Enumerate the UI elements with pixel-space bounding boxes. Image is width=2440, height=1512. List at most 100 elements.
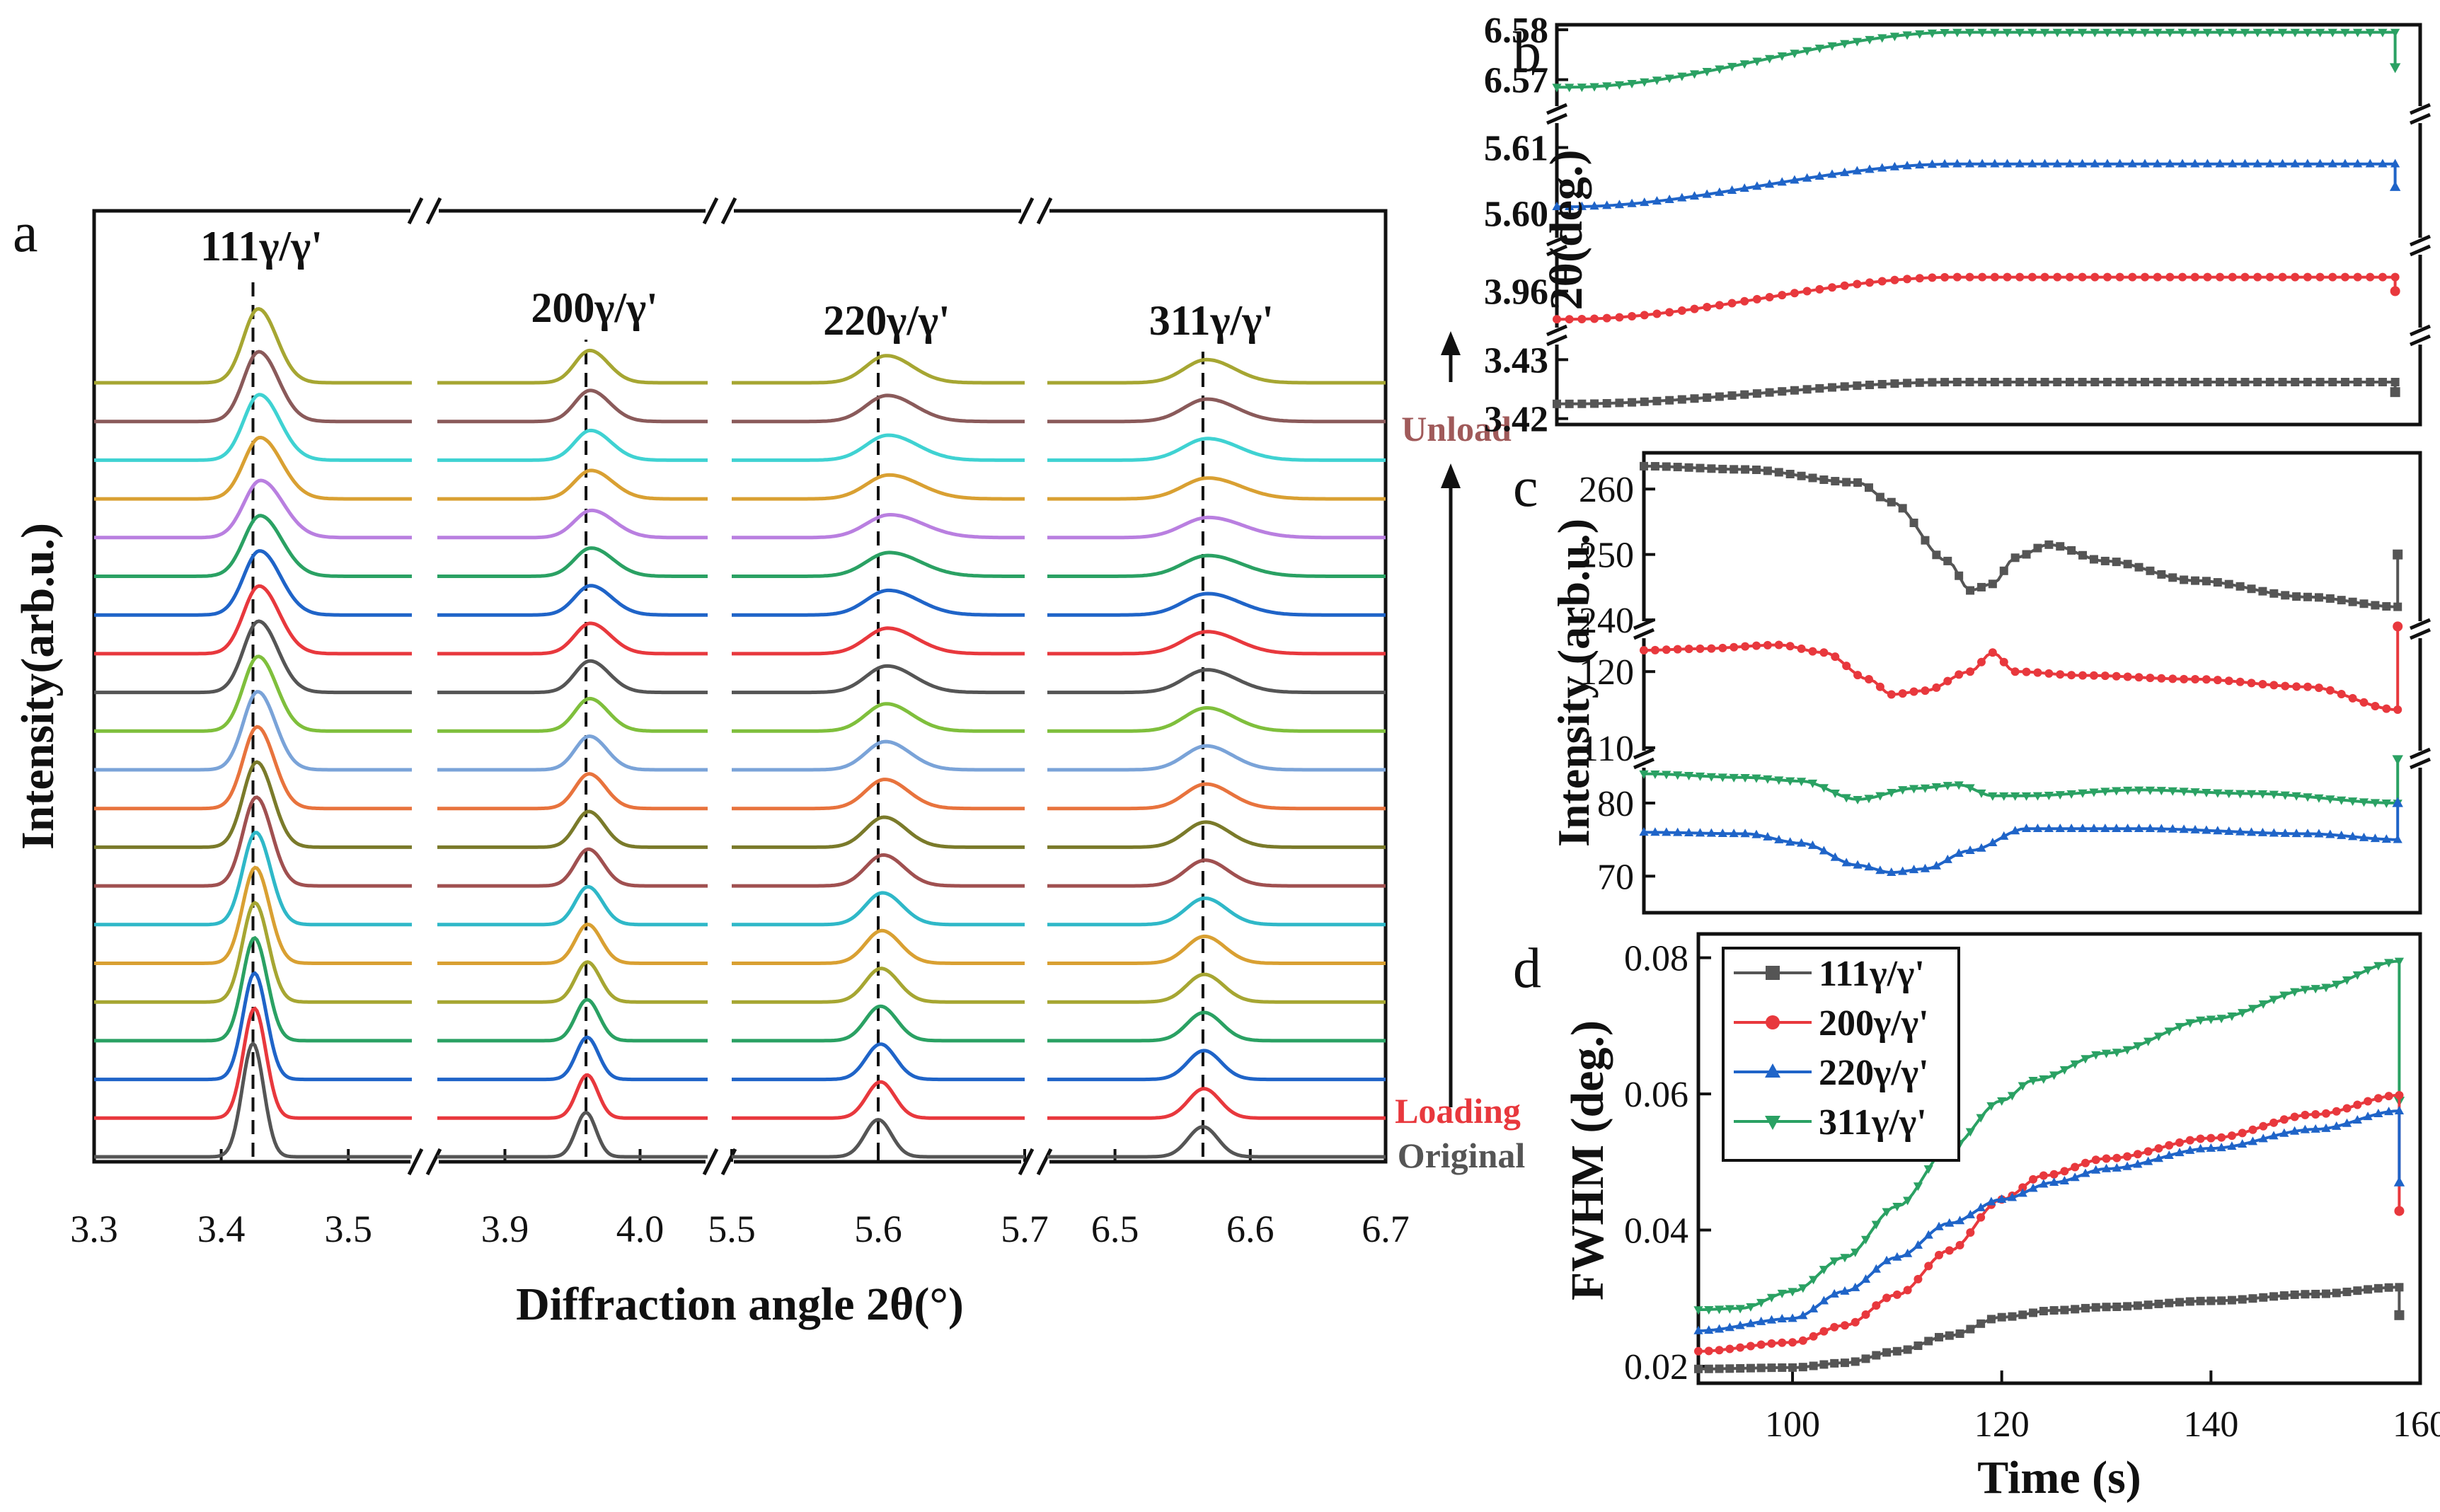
y-tick-label: 3.43 <box>1484 340 1548 381</box>
x-tick-label: 3.4 <box>197 1208 246 1250</box>
diffraction-trace <box>732 739 1025 772</box>
panel-a: 3.3 3.4 3.5 111γ/γ' 3.9 4.0 200γ/γ' 5.5 5.6 5.7 22… <box>12 197 1525 1330</box>
diffraction-trace <box>732 702 1025 733</box>
diffraction-trace <box>437 847 708 888</box>
diffraction-trace <box>94 1041 412 1159</box>
panel-label: a <box>13 202 38 264</box>
y-axis-break <box>2410 618 2431 630</box>
y-axis-break <box>2410 757 2431 770</box>
diffraction-trace <box>732 1004 1025 1043</box>
diffraction-trace <box>1047 1049 1386 1082</box>
diffraction-trace <box>732 1080 1025 1120</box>
y-tick-label: 0.08 <box>1624 939 1688 979</box>
x-tick-label: 3.9 <box>481 1208 529 1250</box>
y-axis-label: 2θ(deg.) <box>1541 150 1592 311</box>
diffraction-trace <box>437 734 708 772</box>
diffraction-trace <box>1047 515 1386 540</box>
diffraction-trace <box>94 584 412 656</box>
axis-break-3 <box>1018 197 1035 225</box>
y-axis-label: Intensity (arb.u.) <box>1548 519 1599 847</box>
diffraction-trace <box>94 971 412 1082</box>
x-axis-label: Time (s) <box>1977 1452 2141 1504</box>
diffraction-trace <box>94 393 412 462</box>
y-axis-break <box>1633 747 1655 760</box>
legend-label: 220γ/γ' <box>1819 1053 1929 1093</box>
y-tick-label: 0.04 <box>1624 1211 1688 1252</box>
diffraction-trace <box>1047 476 1386 501</box>
diffraction-trace <box>94 831 412 927</box>
diffraction-trace <box>1047 820 1386 849</box>
series-0 <box>1693 957 2405 1315</box>
diffraction-trace <box>1047 591 1386 617</box>
diffraction-trace <box>1047 1087 1386 1120</box>
end-point <box>2392 755 2403 766</box>
peak-label: 311γ/γ' <box>1149 297 1274 344</box>
series-line <box>1644 759 2400 805</box>
y-tick-label: 110 <box>1580 729 1634 769</box>
series-0 <box>1552 28 2401 93</box>
unload-arrow-head <box>1441 331 1461 355</box>
end-point <box>2394 1206 2405 1216</box>
diffraction-trace <box>437 884 708 927</box>
diffraction-trace <box>732 664 1025 695</box>
diffraction-trace <box>1047 553 1386 578</box>
diffraction-trace <box>437 584 708 617</box>
axis-break-3 <box>1036 197 1053 225</box>
y-axis-break <box>1633 628 1655 640</box>
diffraction-trace <box>437 809 708 849</box>
y-tick-label: 260 <box>1579 470 1634 510</box>
diffraction-trace <box>1047 397 1386 424</box>
y-axis-break <box>1546 234 1567 247</box>
series-3 <box>1694 1283 2405 1373</box>
end-point <box>2389 63 2401 74</box>
axis-break-1 <box>425 1148 442 1176</box>
diffraction-trace <box>437 922 708 965</box>
series-3 <box>1639 797 2403 876</box>
peak-label: 111γ/γ' <box>200 223 323 270</box>
legend-label: 200γ/γ' <box>1819 1003 1929 1044</box>
diffraction-trace <box>1047 934 1386 965</box>
panel-label: d <box>1513 937 1541 1000</box>
series-line <box>1557 275 2397 321</box>
legend-marker <box>1765 1063 1780 1078</box>
diffraction-trace <box>732 393 1025 424</box>
y-tick-label: 6.58 <box>1484 11 1548 51</box>
diffraction-trace <box>437 388 708 424</box>
loading-label: Loading <box>1395 1091 1521 1131</box>
x-tick-label: 3.3 <box>70 1208 118 1250</box>
diffraction-trace <box>732 513 1025 540</box>
legend: 111γ/γ' 200γ/γ' 220γ/γ' 311γ/γ' <box>1722 947 1960 1162</box>
y-axis-break <box>2410 112 2431 125</box>
diffraction-trace <box>437 1110 708 1159</box>
y-axis-break <box>2410 234 2431 247</box>
series-2 <box>1639 755 2403 809</box>
y-axis-break <box>2410 334 2431 347</box>
x-axis-label: Diffraction angle 2θ(°) <box>516 1279 964 1330</box>
x-tick-label: 6.5 <box>1091 1208 1139 1250</box>
diffraction-trace <box>732 588 1025 617</box>
end-point <box>2393 549 2403 560</box>
diffraction-trace <box>732 433 1025 462</box>
series-line <box>1698 1286 2401 1370</box>
diffraction-trace <box>94 725 412 811</box>
diffraction-trace <box>732 473 1025 501</box>
unload-label: Unload <box>1401 409 1512 449</box>
legend-label: 111γ/γ' <box>1819 954 1925 994</box>
x-tick-label: 100 <box>1765 1404 1820 1445</box>
diffraction-trace <box>94 690 412 772</box>
legend-box <box>1722 947 1960 1162</box>
axis-break-2 <box>702 1148 719 1176</box>
diffraction-trace <box>1047 782 1386 811</box>
y-axis-break <box>2410 628 2431 640</box>
y-axis-break <box>1546 244 1567 257</box>
legend-marker <box>1766 1015 1780 1029</box>
y-axis-break <box>2410 747 2431 760</box>
y-tick-label: 0.02 <box>1624 1347 1688 1387</box>
y-tick-label: 6.57 <box>1484 61 1548 101</box>
diffraction-trace <box>732 891 1025 927</box>
series-line <box>1698 1093 2401 1353</box>
diffraction-trace <box>732 853 1025 888</box>
x-tick-label: 4.0 <box>616 1208 664 1250</box>
diffraction-trace <box>94 901 412 1004</box>
diffraction-trace <box>437 659 708 695</box>
